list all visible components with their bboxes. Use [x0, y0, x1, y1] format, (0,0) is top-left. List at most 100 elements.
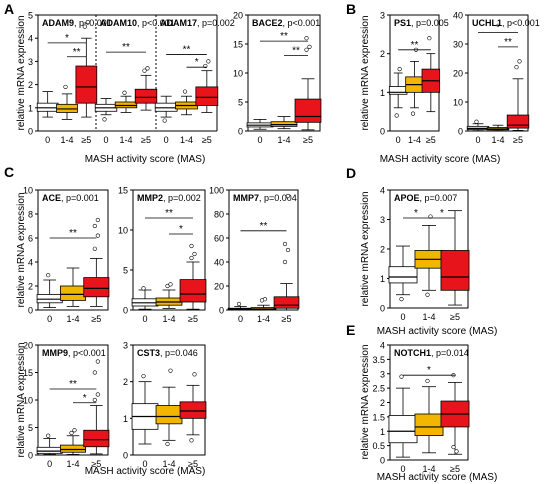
box-group-5plus	[179, 401, 207, 419]
outlier-point	[307, 44, 312, 50]
y-tick-label: 0	[238, 127, 243, 137]
gene-name: NOTCH1	[394, 348, 431, 358]
outlier-point	[394, 113, 399, 118]
y-tick-label: 0	[380, 304, 385, 314]
y-tick-label: 3	[123, 341, 128, 351]
outlier-point	[236, 301, 242, 307]
box-group-0	[388, 266, 418, 284]
x-tick-label: ≥5	[426, 135, 436, 145]
y-tick-label: 5	[123, 266, 128, 276]
gene-name: ADAM10	[100, 18, 137, 28]
outlier-point	[122, 90, 127, 95]
y-tick-label: 15	[233, 40, 243, 50]
outlier-point	[142, 68, 147, 73]
significance-label: *	[195, 57, 199, 68]
y-tick-label: 1.5	[372, 412, 385, 422]
box-group-0	[388, 86, 408, 95]
gene-title: PS1, p=0.005	[394, 18, 449, 28]
y-tick-label: 2	[123, 377, 128, 387]
outlier-point	[192, 251, 197, 257]
y-tick-label: 15	[23, 368, 33, 378]
p-value: , p=0.046	[160, 348, 198, 358]
significance-label: **	[165, 208, 173, 219]
outlier-point	[182, 89, 188, 94]
y-tick-label: 4	[380, 341, 385, 351]
y-axis-label: relative mRNA expression	[360, 344, 371, 459]
y-tick-label: 1	[380, 88, 385, 98]
gene-title: MMP7, p=0.004	[233, 193, 297, 203]
p-value: , p=0.004	[259, 193, 297, 203]
p-value: , p<0.001	[74, 18, 112, 28]
gene-name: UCHL1	[472, 18, 502, 28]
p-value: , p<0.001	[137, 18, 175, 28]
box-group-5plus	[506, 114, 530, 129]
plot-frame	[132, 344, 206, 456]
y-axis-label: relative mRNA expression	[16, 342, 27, 457]
gene-title: NOTCH1, p=0.014	[394, 348, 469, 358]
outlier-point	[95, 233, 100, 238]
box-group-5plus	[179, 279, 207, 303]
x-axis-label: MASH activity score (MAS)	[380, 154, 501, 165]
outlier-point	[282, 259, 288, 265]
box-group-5plus	[273, 296, 300, 309]
p-value: , p<0.001	[283, 18, 321, 28]
y-tick-label: 5	[28, 11, 33, 21]
y-tick-label: 30	[453, 40, 463, 50]
gene-name: ADAM17	[160, 18, 197, 28]
y-tick-label: 2.5	[372, 384, 385, 394]
p-value: , p<0.001	[502, 18, 540, 28]
outlier-point	[46, 273, 51, 278]
y-tick-label: 1	[380, 427, 385, 437]
outlier-point	[451, 444, 456, 450]
x-tick-label: ≥5	[81, 135, 91, 145]
gene-title: ADAM10, p<0.001	[100, 18, 175, 28]
x-tick-label: 0	[47, 459, 52, 469]
gene-title: ADAM17, p=0.002	[160, 18, 235, 28]
significance-label: *	[427, 365, 431, 376]
outlier-point	[282, 241, 288, 247]
x-tick-label: 0	[396, 135, 401, 145]
outlier-point	[206, 59, 211, 64]
y-tick-label: 5	[28, 423, 33, 433]
plot-frame	[37, 189, 109, 311]
p-value: , p=0.002	[197, 18, 235, 28]
x-tick-label: ≥5	[450, 464, 460, 474]
y-tick-label: 1	[123, 414, 128, 424]
box-group-0	[36, 446, 63, 454]
box-group-1-4	[414, 413, 444, 436]
x-tick-label: 1-4	[60, 135, 73, 145]
y-tick-label: 4	[380, 186, 385, 196]
outlier-point	[189, 438, 194, 443]
box-group-5plus	[195, 86, 219, 106]
significance-label: **	[73, 47, 81, 58]
box-group-5plus	[83, 277, 110, 298]
significance-label: **	[69, 379, 77, 390]
x-axis-label: MASH activity score (MAS)	[85, 154, 206, 165]
y-tick-label: 20	[453, 69, 463, 79]
outlier-point	[85, 19, 90, 25]
y-tick-label: 0.5	[372, 441, 385, 451]
outlier-point	[454, 449, 459, 454]
box-group-5plus	[83, 429, 110, 448]
y-tick-label: 5	[238, 98, 243, 108]
x-tick-label: 0	[400, 312, 405, 322]
box-group-1-4	[60, 444, 87, 453]
x-tick-label: ≥5	[91, 459, 101, 469]
gene-title: ACE, p=0.001	[42, 193, 99, 203]
significance-label: *	[65, 33, 69, 44]
y-tick-label: 2	[28, 282, 33, 292]
gene-title: MMP9, p<0.001	[42, 348, 106, 358]
outlier-point	[425, 292, 430, 297]
x-tick-label: ≥5	[141, 135, 151, 145]
x-tick-label: 0	[142, 459, 147, 469]
outlier-point	[92, 223, 97, 229]
x-tick-label: 0	[142, 314, 147, 324]
outlier-point	[162, 118, 167, 123]
gene-name: CST3	[137, 348, 160, 358]
outlier-point	[72, 428, 77, 433]
gene-name: MMP2	[137, 193, 163, 203]
gene-name: ADAM9	[42, 18, 74, 28]
significance-label: **	[280, 31, 288, 42]
box-group-5plus	[75, 65, 98, 104]
y-tick-label: 10	[453, 98, 463, 108]
